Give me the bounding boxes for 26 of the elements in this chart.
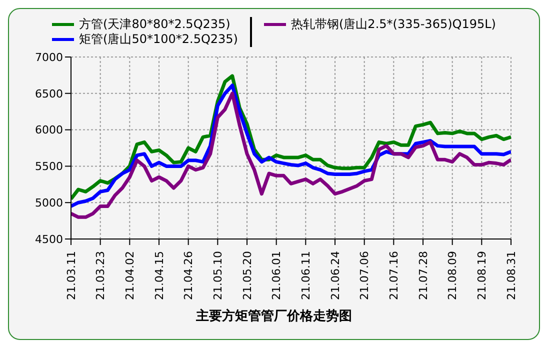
legend-label: 热轧带钢(唐山2.5*(335-365)Q195L) <box>290 17 496 32</box>
y-tick-label: 4500 <box>35 232 63 246</box>
x-tick-label: 21.07.16 <box>387 251 400 300</box>
x-tick-label: 21.03.23 <box>94 251 108 300</box>
x-tick-label: 21.06.24 <box>328 251 342 300</box>
x-tick-label: 21.08.09 <box>446 251 460 300</box>
x-tick-label: 21.04.26 <box>182 251 196 300</box>
x-tick-label: 21.06.01 <box>270 251 284 300</box>
x-tick-label: 21.04.15 <box>152 251 166 300</box>
y-tick-label: 7000 <box>35 50 63 64</box>
x-tick-label: 21.04.02 <box>123 251 136 300</box>
y-tick-label: 6000 <box>35 124 63 137</box>
y-tick-label: 5500 <box>35 160 63 174</box>
x-tick-label: 21.08.19 <box>475 251 488 300</box>
legend-label: 矩管(唐山50*100*2.5Q235) <box>78 32 238 47</box>
x-tick-label: 21.07.28 <box>416 251 430 300</box>
y-tick-label: 6500 <box>35 87 63 100</box>
y-tick-label: 5000 <box>35 196 63 210</box>
x-tick-label: 21.03.11 <box>64 251 78 300</box>
x-tick-label: 21.05.10 <box>211 251 224 300</box>
text: 主要方矩管管厂价格走势图 <box>195 308 353 325</box>
x-tick-label: 21.06.11 <box>299 251 312 300</box>
legend-label: 方管(天津80*80*2.5Q235) <box>78 17 232 32</box>
x-tick-label: 21.05.20 <box>240 251 254 300</box>
x-tick-label: 21.08.31 <box>504 251 518 300</box>
x-tick-label: 21.07.06 <box>358 251 372 300</box>
